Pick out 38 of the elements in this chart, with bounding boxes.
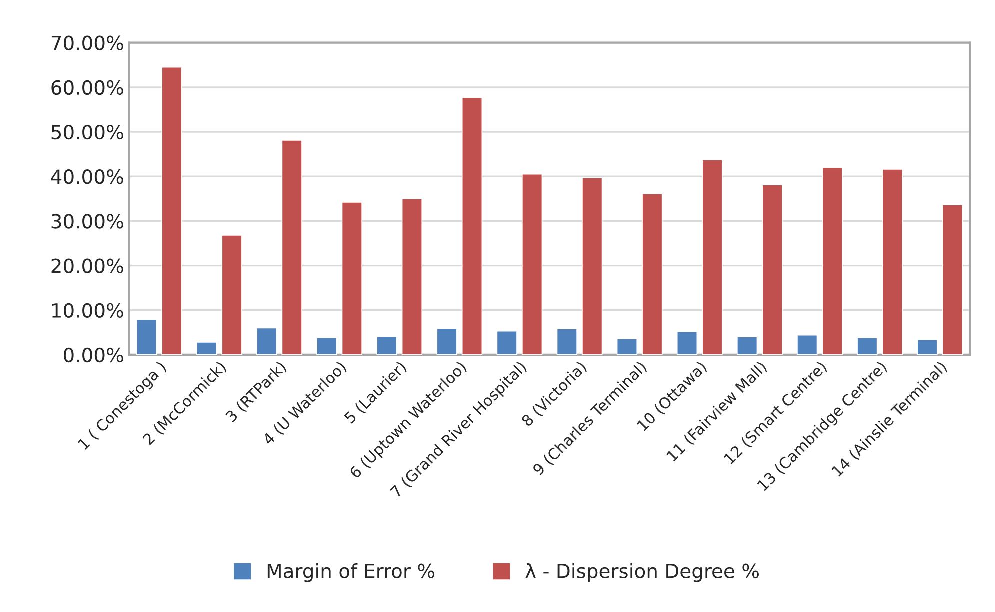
y-tick-label: 60.00% (52, 80, 124, 96)
legend-label: Margin of Error % (268, 563, 435, 582)
y-tick-label: 30.00% (52, 214, 124, 229)
bar (702, 160, 723, 355)
bar (822, 167, 843, 355)
bar (556, 328, 578, 355)
bar (942, 204, 964, 355)
bar (762, 184, 783, 355)
y-tick-label: 50.00% (52, 124, 124, 140)
bar (342, 202, 362, 355)
bar (436, 328, 458, 355)
y-tick-label: 70.00% (52, 36, 124, 51)
bar (402, 198, 423, 355)
y-tick-label: 10.00% (52, 303, 124, 318)
bar (642, 194, 663, 355)
legend-label: λ - Dispersion Degree % (526, 563, 760, 582)
y-tick-label: 20.00% (52, 258, 124, 274)
bar (282, 140, 302, 355)
bar (736, 336, 758, 355)
bar (316, 338, 338, 355)
bar (496, 330, 518, 355)
bar (522, 174, 543, 355)
bar (676, 331, 698, 355)
bar (616, 338, 638, 355)
bar (162, 66, 182, 355)
bar (376, 336, 398, 355)
bar (462, 97, 483, 355)
bar (797, 334, 818, 355)
bar (582, 178, 603, 355)
bar (857, 338, 878, 355)
y-tick-label: 0.00% (64, 348, 124, 363)
bar (136, 319, 158, 355)
bar (196, 342, 218, 355)
y-tick-label: 40.00% (51, 170, 124, 184)
bar (256, 328, 278, 355)
bar (917, 339, 938, 355)
bar (222, 235, 242, 355)
bar (882, 169, 903, 355)
